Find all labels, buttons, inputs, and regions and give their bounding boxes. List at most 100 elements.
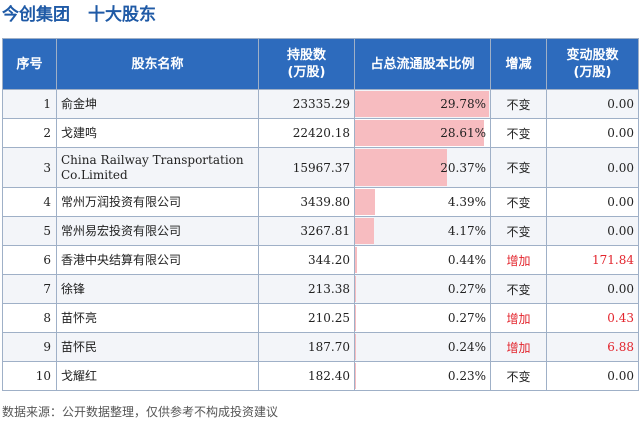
ratio-value: 28.61% [440, 126, 486, 140]
change-status: 不变 [490, 118, 547, 148]
column-header-ratio: 占总流通股本比例 [354, 38, 491, 90]
column-header-name: 股东名称 [56, 38, 259, 90]
column-header-shares-line1: 持股数 [286, 48, 326, 63]
change-shares: 0.00 [546, 118, 639, 148]
shareholder-name: 俞金坤 [56, 89, 259, 119]
ratio-cell: 0.27% [354, 303, 491, 333]
ratio-cell: 29.78% [354, 89, 491, 119]
change-status: 增加 [490, 245, 547, 275]
shares-held: 3439.80 [258, 187, 355, 217]
shareholder-name: 常州万润投资有限公司 [56, 187, 259, 217]
shareholder-name: 苗怀民 [56, 332, 259, 362]
shares-held: 187.70 [258, 332, 355, 362]
ratio-cell: 4.39% [354, 187, 491, 217]
ratio-bar [355, 305, 357, 331]
ratio-value: 4.39% [447, 195, 486, 209]
row-index: 3 [2, 147, 57, 188]
table-row: 7 徐锋 213.38 0.27% 不变 0.00 [2, 274, 639, 304]
ratio-bar [355, 149, 447, 186]
column-header-delta-line1: 变动股数 [566, 48, 619, 63]
shares-held: 182.40 [258, 361, 355, 391]
section-title: 十大股东 [88, 5, 156, 25]
change-status: 不变 [490, 147, 547, 188]
row-index: 4 [2, 187, 57, 217]
row-index: 8 [2, 303, 57, 333]
ratio-bar [355, 247, 357, 273]
change-shares: 0.00 [546, 187, 639, 217]
change-shares: 0.43 [546, 303, 639, 333]
column-header-index: 序号 [2, 38, 57, 90]
change-status: 增加 [490, 332, 547, 362]
ratio-value: 0.27% [447, 282, 486, 296]
table-header-row: 序号 股东名称 持股数 (万股) 占总流通股本比例 增减 变动股数 (万股) [2, 38, 639, 90]
shareholders-table: 序号 股东名称 持股数 (万股) 占总流通股本比例 增减 变动股数 (万股) 1 俞金… [2, 38, 639, 391]
ratio-bar [355, 276, 357, 302]
ratio-cell: 0.27% [354, 274, 491, 304]
change-shares: 0.00 [546, 147, 639, 188]
row-index: 10 [2, 361, 57, 391]
column-header-shares: 持股数 (万股) [258, 38, 355, 90]
data-source-note: 数据来源：公开数据整理，仅供参考不构成投资建议 [2, 405, 279, 419]
ratio-cell: 28.61% [354, 118, 491, 148]
table-row: 4 常州万润投资有限公司 3439.80 4.39% 不变 0.00 [2, 187, 639, 217]
change-shares: 0.00 [546, 274, 639, 304]
change-shares: 0.00 [546, 216, 639, 246]
ratio-bar [355, 120, 484, 146]
change-status: 不变 [490, 187, 547, 217]
ratio-value: 4.17% [447, 224, 486, 238]
ratio-cell: 0.44% [354, 245, 491, 275]
change-status: 增加 [490, 303, 547, 333]
table-row: 1 俞金坤 23335.29 29.78% 不变 0.00 [2, 89, 639, 119]
change-shares: 171.84 [546, 245, 639, 275]
ratio-bar [355, 363, 357, 389]
change-status: 不变 [490, 89, 547, 119]
change-status: 不变 [490, 361, 547, 391]
ratio-value: 0.44% [447, 253, 486, 267]
shares-held: 15967.37 [258, 147, 355, 188]
table-row: 6 香港中央结算有限公司 344.20 0.44% 增加 171.84 [2, 245, 639, 275]
row-index: 5 [2, 216, 57, 246]
shareholder-name: 香港中央结算有限公司 [56, 245, 259, 275]
ratio-value: 29.78% [440, 97, 486, 111]
table-row: 5 常州易宏投资有限公司 3267.81 4.17% 不变 0.00 [2, 216, 639, 246]
shares-held: 23335.29 [258, 89, 355, 119]
row-index: 7 [2, 274, 57, 304]
column-header-shares-line2: (万股) [287, 65, 326, 80]
table-body: 1 俞金坤 23335.29 29.78% 不变 0.00 2 戈建鸣 22420.18 28.6… [2, 89, 639, 391]
company-name: 今创集团 [2, 5, 70, 25]
ratio-cell: 4.17% [354, 216, 491, 246]
shares-held: 210.25 [258, 303, 355, 333]
shareholder-name: 戈建鸣 [56, 118, 259, 148]
row-index: 9 [2, 332, 57, 362]
ratio-bar [355, 91, 489, 117]
ratio-bar [355, 334, 357, 360]
change-status: 不变 [490, 216, 547, 246]
ratio-bar [355, 189, 375, 215]
ratio-value: 20.37% [440, 160, 486, 175]
ratio-cell: 20.37% [354, 147, 491, 188]
table-row: 9 苗怀民 187.70 0.24% 增加 6.88 [2, 332, 639, 362]
change-shares: 6.88 [546, 332, 639, 362]
table-row: 3 China Railway Transportation Co.Limited… [2, 147, 639, 188]
shares-held: 22420.18 [258, 118, 355, 148]
shares-held: 213.38 [258, 274, 355, 304]
row-index: 2 [2, 118, 57, 148]
ratio-cell: 0.24% [354, 332, 491, 362]
page-title: 今创集团 十大股东 [2, 2, 156, 30]
shareholder-name: China Railway Transportation Co.Limited [56, 147, 259, 188]
table-row: 8 苗怀亮 210.25 0.27% 增加 0.43 [2, 303, 639, 333]
shareholder-name: 苗怀亮 [56, 303, 259, 333]
column-header-change: 增减 [490, 38, 547, 90]
ratio-value: 0.24% [447, 340, 486, 354]
change-shares: 0.00 [546, 361, 639, 391]
row-index: 6 [2, 245, 57, 275]
shares-held: 344.20 [258, 245, 355, 275]
shareholder-name: 戈耀红 [56, 361, 259, 391]
table-row: 2 戈建鸣 22420.18 28.61% 不变 0.00 [2, 118, 639, 148]
ratio-value: 0.27% [447, 311, 486, 325]
table-row: 10 戈耀红 182.40 0.23% 不变 0.00 [2, 361, 639, 391]
column-header-delta: 变动股数 (万股) [546, 38, 639, 90]
ratio-value: 0.23% [447, 369, 486, 383]
shareholder-name: 常州易宏投资有限公司 [56, 216, 259, 246]
change-status: 不变 [490, 274, 547, 304]
